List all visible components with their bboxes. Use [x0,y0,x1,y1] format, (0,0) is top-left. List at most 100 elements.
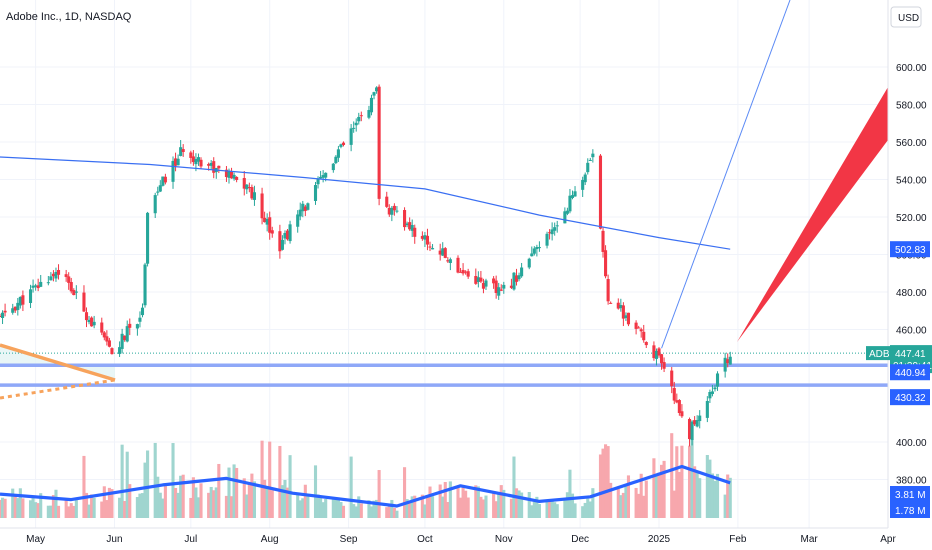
volume-bar [18,488,22,518]
volume-bar [143,462,147,518]
volume-bar [209,486,213,518]
volume-bar [298,500,302,518]
volume-bar [306,496,310,518]
candle-body [609,302,613,304]
candle-body [550,229,554,235]
y-tick-label: 400.00 [896,438,927,449]
candle-body [196,157,201,162]
candle-body [301,203,305,212]
volume-bar [639,473,643,518]
volume-bar [313,465,318,518]
volume-bar [217,463,221,518]
volume-bar [499,485,503,518]
volume-bar [120,444,124,518]
volume-bar [341,505,346,518]
candle-body [242,178,246,189]
candle-body [583,174,587,183]
volume-bar [56,505,61,518]
candle-body [158,185,162,192]
candle-body [296,214,300,227]
volume-bar [0,499,2,518]
candle-body [199,159,203,167]
volume-bar [46,505,50,518]
candle-body [69,282,73,292]
candle-body [118,347,122,354]
candle-body [90,317,94,327]
candle-body [217,165,221,169]
candle-body [341,142,346,146]
candle-body [466,271,470,277]
y-tick-label: 460.00 [896,326,927,337]
candle-body [619,304,623,309]
candle-body [252,192,256,200]
candle-body [140,307,145,316]
candle-body [212,161,216,173]
candle-body [313,185,318,201]
candle-body [639,329,643,332]
candle-body [0,315,2,317]
candle-body [298,209,302,217]
volume-bar [194,487,198,518]
candle-body [359,115,363,117]
volume-bar [270,490,274,518]
candle-body [476,277,480,282]
volume-bar [369,506,374,518]
candle-body [163,176,167,183]
drawings[interactable] [0,0,888,400]
volume-bar [214,487,218,518]
volume-bar [283,479,287,518]
forecast-arrow[interactable] [737,87,888,342]
volume-bar [670,433,674,518]
volume-bar [69,503,73,518]
candle-body [563,211,567,224]
x-tick-label: Apr [880,534,896,545]
volume-bar [212,490,216,518]
x-tick-label: Oct [417,534,433,545]
candle-body [181,149,185,152]
trend-line-projection[interactable] [661,0,791,349]
volume-bar [474,485,478,518]
volume-bar [502,489,506,518]
candle-body [354,122,358,126]
trend-line-dashed[interactable] [0,378,116,400]
candle-body [120,333,124,349]
volume-bar [553,502,557,518]
volume-bar [82,455,86,518]
volume-bar [321,502,325,518]
candle-body [349,128,353,145]
volume-bar [456,487,460,518]
volume-bar [583,502,587,518]
candle-body [16,302,20,311]
volume-bar [265,488,269,518]
candle-body [672,388,676,401]
x-tick-label: 2025 [648,534,671,545]
volume-bar [158,492,162,518]
volume-bar [280,485,284,518]
volume-bar [334,498,338,518]
candle-body [46,282,50,284]
candle-body [367,110,371,118]
volume-bar [359,503,363,518]
volume-bar [118,497,122,518]
volume-bar [606,446,610,518]
candle-body [626,312,631,325]
volume-bar [509,498,513,518]
candle-body [283,233,287,239]
volume-bar [535,496,539,518]
volume-bar [624,485,628,518]
candle-body [420,235,424,239]
currency-button[interactable] [890,6,922,28]
candle-body [125,326,129,342]
volume-bar [693,466,697,518]
volume-bar [723,494,727,518]
moving-average-line [0,156,731,250]
volume-bar [705,455,709,518]
trend-line[interactable] [0,343,116,382]
volume-bar [303,484,307,518]
candle-body [509,285,513,288]
y-tick-label: 540.00 [896,176,927,187]
volume-bar [672,490,676,518]
candle-body [135,324,139,329]
volume-bar [637,493,641,518]
